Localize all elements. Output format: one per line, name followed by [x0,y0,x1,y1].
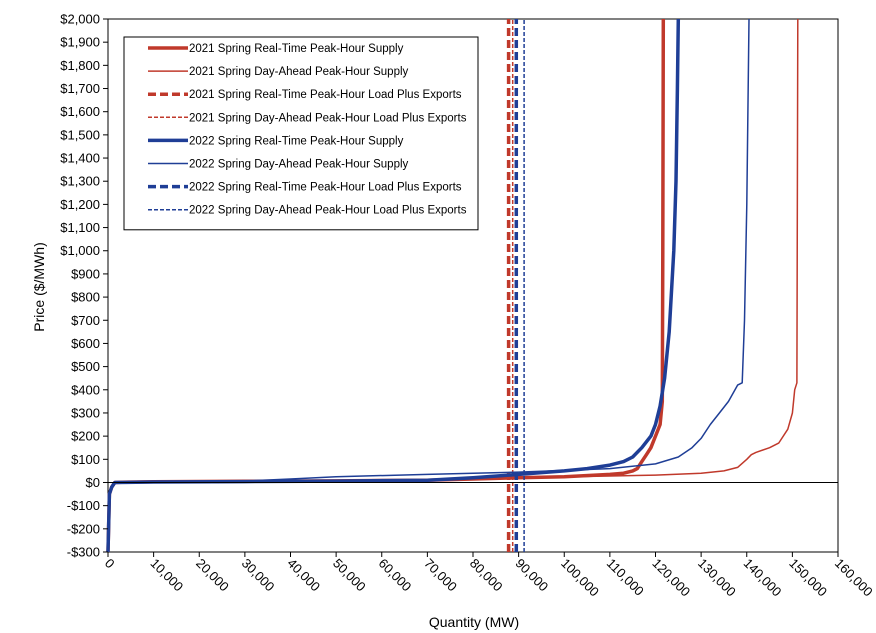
x-tick-label: 80,000 [467,556,506,595]
x-tick-label: 110,000 [604,556,647,599]
legend-box [123,36,479,231]
x-tick-label: 150,000 [786,556,830,600]
x-tick-label: 140,000 [741,556,785,600]
y-tick-label: $800 [71,290,100,305]
y-tick-label: $500 [71,359,100,374]
x-tick-label: 90,000 [513,556,552,595]
legend-label-5: 2022 Spring Real-Time Peak-Hour Supply [189,135,404,147]
x-tick-label: 30,000 [239,556,278,595]
x-tick-label: 120,000 [649,556,693,600]
y-tick-label: $400 [71,382,100,397]
legend-label-6: 2022 Spring Day-Ahead Peak-Hour Supply [189,159,409,171]
x-tick-label: 100,000 [558,556,602,600]
x-tick-label: 40,000 [284,556,323,595]
y-tick-label: $1,700 [60,81,100,96]
y-tick-label: $0 [86,475,100,490]
y-axis-title: Price ($/MWh) [31,242,47,331]
x-tick-label: 160,000 [832,556,876,600]
y-tick-label: $1,500 [60,127,100,142]
y-tick-label: $2,000 [60,12,100,27]
legend-label-2: 2021 Spring Day-Ahead Peak-Hour Supply [189,66,409,78]
y-tick-label: $1,100 [60,220,100,235]
y-tick-label: -$100 [67,498,100,513]
y-tick-label: -$300 [67,545,100,560]
x-tick-label: 0 [102,556,118,572]
y-tick-label: $100 [71,452,100,467]
y-tick-label: $1,600 [60,104,100,119]
y-tick-label: $200 [71,429,100,444]
legend-label-4: 2021 Spring Day-Ahead Peak-Hour Load Plu… [189,112,467,124]
legend-label-8: 2022 Spring Day-Ahead Peak-Hour Load Plu… [189,205,467,217]
legend: 2021 Spring Real-Time Peak-Hour Supply 20… [123,36,479,231]
axes-layer [103,18,839,557]
y-tick-label: $1,400 [60,151,100,166]
legend-label-1: 2021 Spring Real-Time Peak-Hour Supply [189,43,404,55]
y-tick-label: $300 [71,405,100,420]
y-tick-label: $1,300 [60,174,100,189]
y-tick-label: $1,000 [60,243,100,258]
x-tick-label: 130,000 [695,556,739,600]
legend-label-3: 2021 Spring Real-Time Peak-Hour Load Plu… [189,89,462,101]
legend-label-7: 2022 Spring Real-Time Peak-Hour Load Plu… [189,182,462,194]
y-tick-label: $1,900 [60,35,100,50]
x-axis-title: Quantity (MW) [429,614,519,630]
y-tick-label: $700 [71,313,100,328]
y-tick-label: $1,200 [60,197,100,212]
y-tick-label: $600 [71,336,100,351]
x-tick-label: 60,000 [376,556,415,595]
x-tick-label: 50,000 [330,556,369,595]
y-tick-label: $900 [71,266,100,281]
y-tick-label: $1,800 [60,58,100,73]
y-tick-label: -$200 [67,521,100,536]
x-tick-label: 10,000 [148,556,187,595]
x-tick-label: 20,000 [193,556,232,595]
x-tick-label: 70,000 [421,556,460,595]
